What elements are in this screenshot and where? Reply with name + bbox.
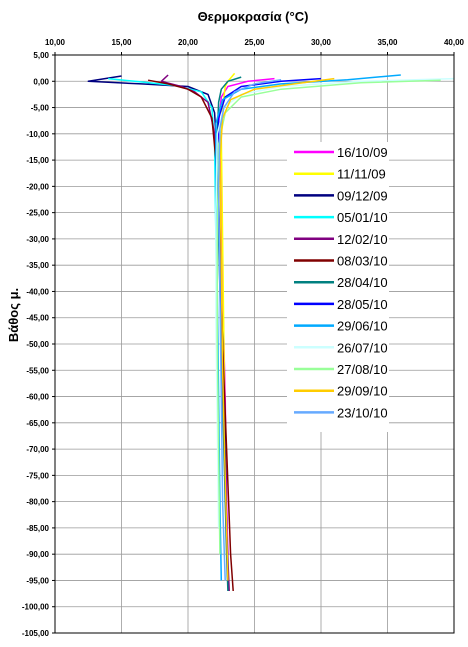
y-tick-label: -80,00 [26, 498, 49, 507]
y-tick-label: -5,00 [31, 104, 50, 113]
y-tick-label: -40,00 [26, 287, 49, 296]
series-line [219, 77, 335, 581]
y-tick-label: -90,00 [26, 550, 49, 559]
x-tick-label: 35,00 [377, 38, 398, 47]
y-tick-label: -70,00 [26, 445, 49, 454]
y-tick-label: 0,00 [33, 77, 49, 86]
y-tick-label: -20,00 [26, 182, 49, 191]
x-tick-label: 25,00 [244, 38, 265, 47]
x-tick-label: 15,00 [111, 38, 132, 47]
y-tick-label: -50,00 [26, 340, 49, 349]
legend-box [287, 142, 389, 432]
legend-label: 27/08/10 [337, 362, 388, 377]
legend-label: 12/02/10 [337, 232, 388, 247]
y-tick-label: -100,00 [22, 603, 50, 612]
legend-label: 11/11/09 [337, 167, 386, 182]
grid [54, 54, 455, 634]
y-axis-ticks: 5,00 0,00 -5,00 -10,00 -15,00 -20,00 -25,00 -30… [22, 51, 55, 638]
legend-label: 28/05/10 [337, 297, 388, 312]
x-axis-ticks: 10,00 15,00 20,00 25,00 30,00 35,00 40,00 [45, 38, 465, 55]
legend-label: 09/12/09 [337, 188, 388, 203]
y-tick-label: -45,00 [26, 314, 49, 323]
y-tick-label: -25,00 [26, 209, 49, 218]
series-line [108, 77, 221, 528]
legend-label: 29/09/10 [337, 384, 388, 399]
legend-label: 08/03/10 [337, 254, 388, 269]
legend-label: 26/07/10 [337, 340, 388, 355]
y-tick-label: -85,00 [26, 524, 49, 533]
series-lines [87, 72, 455, 592]
legend-label: 28/04/10 [337, 275, 388, 290]
series-line [215, 77, 455, 528]
series-line [217, 77, 275, 555]
y-tick-label: -30,00 [26, 235, 49, 244]
x-tick-label: 30,00 [311, 38, 332, 47]
legend: 16/10/09 11/11/09 09/12/09 05/01/10 12/02/10… [287, 142, 389, 432]
y-axis-label: Βάθος μ. [6, 288, 21, 342]
legend-label: 23/10/10 [337, 405, 388, 420]
legend-label: 29/06/10 [337, 319, 388, 334]
series-line [87, 75, 229, 586]
chart-title: Θερμοκρασία (°C) [198, 9, 309, 24]
x-tick-label: 10,00 [45, 38, 66, 47]
y-tick-label: -10,00 [26, 130, 49, 139]
legend-label: 05/01/10 [337, 210, 388, 225]
y-tick-label: -60,00 [26, 393, 49, 402]
y-tick-label: 5,00 [33, 51, 49, 60]
y-tick-label: -65,00 [26, 419, 49, 428]
x-tick-label: 20,00 [178, 38, 199, 47]
y-tick-label: -75,00 [26, 471, 49, 480]
legend-label: 16/10/09 [337, 145, 388, 160]
x-tick-label: 40,00 [444, 38, 465, 47]
y-tick-label: -55,00 [26, 366, 49, 375]
series-line [217, 78, 282, 581]
plot-frame [54, 54, 455, 634]
y-tick-label: -105,00 [22, 629, 50, 638]
y-tick-label: -35,00 [26, 261, 49, 270]
y-tick-label: -15,00 [26, 156, 49, 165]
y-tick-label: -95,00 [26, 576, 49, 585]
